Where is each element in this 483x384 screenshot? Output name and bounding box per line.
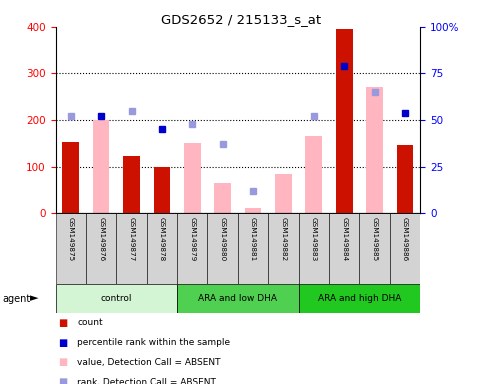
Text: percentile rank within the sample: percentile rank within the sample <box>77 338 230 347</box>
Text: ■: ■ <box>58 338 67 348</box>
Bar <box>62 142 79 213</box>
Bar <box>116 213 147 284</box>
Bar <box>275 174 292 213</box>
Bar <box>184 143 200 213</box>
Text: GSM149884: GSM149884 <box>341 217 347 261</box>
Bar <box>238 213 268 284</box>
Text: GSM149882: GSM149882 <box>281 217 286 261</box>
Text: GSM149880: GSM149880 <box>220 217 226 261</box>
Bar <box>329 213 359 284</box>
Bar <box>298 284 420 313</box>
Bar <box>336 29 353 213</box>
Text: GSM149881: GSM149881 <box>250 217 256 261</box>
Bar <box>298 213 329 284</box>
Bar <box>56 284 177 313</box>
Text: GSM149875: GSM149875 <box>68 217 74 261</box>
Text: ■: ■ <box>58 377 67 384</box>
Bar <box>86 213 116 284</box>
Text: ARA and low DHA: ARA and low DHA <box>199 294 277 303</box>
Bar <box>397 145 413 213</box>
Bar <box>56 213 86 284</box>
Text: ►: ► <box>30 293 39 304</box>
Text: GSM149883: GSM149883 <box>311 217 317 261</box>
Bar <box>214 183 231 213</box>
Text: GDS2652 / 215133_s_at: GDS2652 / 215133_s_at <box>161 13 322 26</box>
Bar <box>177 213 208 284</box>
Text: GSM149878: GSM149878 <box>159 217 165 261</box>
Text: count: count <box>77 318 103 327</box>
Text: GSM149885: GSM149885 <box>371 217 378 261</box>
Text: GSM149879: GSM149879 <box>189 217 195 261</box>
Text: ■: ■ <box>58 318 67 328</box>
Bar <box>305 136 322 213</box>
Bar <box>390 213 420 284</box>
Text: GSM149877: GSM149877 <box>128 217 135 261</box>
Text: ARA and high DHA: ARA and high DHA <box>318 294 401 303</box>
Text: GSM149886: GSM149886 <box>402 217 408 261</box>
Bar <box>177 284 298 313</box>
Text: ■: ■ <box>58 358 67 367</box>
Bar <box>366 88 383 213</box>
Bar <box>208 213 238 284</box>
Bar <box>93 120 110 213</box>
Bar <box>359 213 390 284</box>
Text: GSM149876: GSM149876 <box>98 217 104 261</box>
Text: control: control <box>100 294 132 303</box>
Bar <box>147 213 177 284</box>
Text: value, Detection Call = ABSENT: value, Detection Call = ABSENT <box>77 358 221 367</box>
Text: rank, Detection Call = ABSENT: rank, Detection Call = ABSENT <box>77 378 216 384</box>
Text: agent: agent <box>2 293 30 304</box>
Bar <box>123 156 140 213</box>
Bar <box>245 209 261 213</box>
Bar <box>268 213 298 284</box>
Bar <box>154 167 170 213</box>
